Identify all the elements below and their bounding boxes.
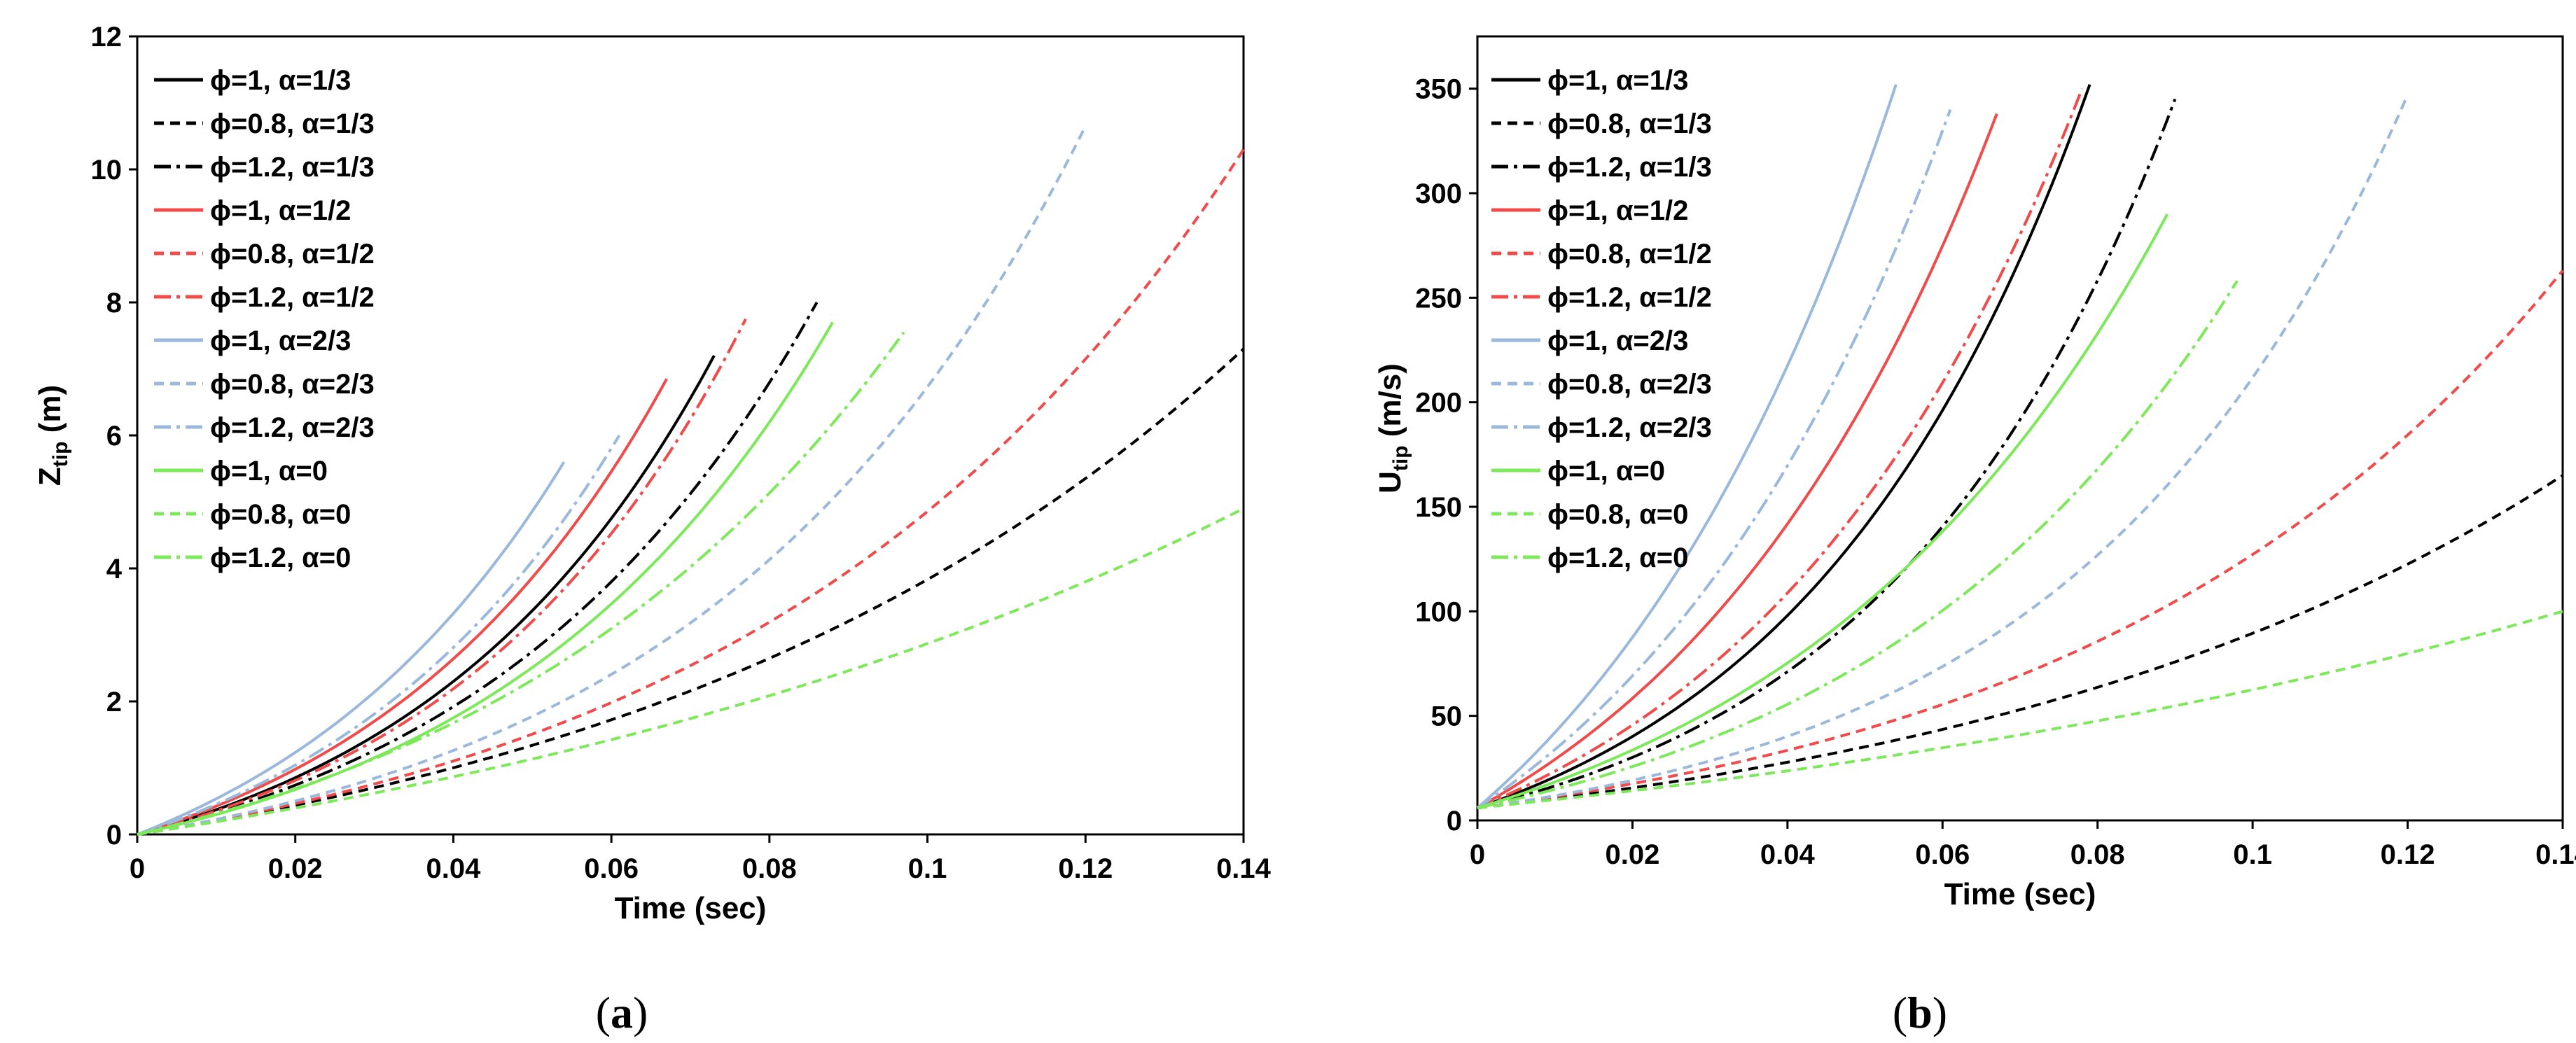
- chart-b: 0 0.02 0.04 0.06 0.08 0.1 0.12 0.14 0 50 100 150 200…: [1373, 35, 2576, 1037]
- x-axis-label: Time (sec): [615, 891, 767, 925]
- legend-label: ϕ=1, α=2/3: [1547, 326, 1688, 356]
- chart-a: 0 0.02 0.04 0.06 0.08 0.1 0.12 0.14 0 2 4 6 8 10 12 Tim…: [33, 22, 1272, 1037]
- x-tick-label: 0.02: [1605, 839, 1659, 870]
- series-line: [1477, 213, 2169, 810]
- legend-label: ϕ=0.8, α=1/2: [1547, 239, 1712, 270]
- legend-label: ϕ=1, α=1/2: [1547, 195, 1688, 226]
- plot-frame: [1476, 35, 2564, 822]
- legend-label: ϕ=1.2, α=0: [210, 542, 351, 573]
- panel-label: (a): [596, 988, 648, 1037]
- y-tick-label: 6: [106, 421, 122, 451]
- y-tick-label: 0: [1447, 806, 1462, 836]
- series-line: [137, 318, 747, 836]
- legend-label: ϕ=0.8, α=1/3: [210, 108, 375, 139]
- legend-label: ϕ=1, α=1/3: [210, 65, 351, 96]
- y-tick-label: 50: [1431, 701, 1463, 732]
- x-tick-label: 0.08: [742, 853, 797, 884]
- y-tick-label: 8: [106, 288, 122, 318]
- y-tick-label: 200: [1415, 388, 1462, 419]
- legend-label: ϕ=0.8, α=1/3: [1547, 108, 1712, 139]
- series-line: [1477, 113, 1998, 809]
- legend-label: ϕ=1, α=2/3: [210, 326, 351, 356]
- legend-label: ϕ=1.2, α=2/3: [1547, 412, 1712, 443]
- legend-label: ϕ=1, α=0: [1547, 456, 1665, 486]
- y-tick-label: 2: [106, 687, 122, 718]
- series-line: [137, 461, 566, 836]
- series-line: [137, 434, 621, 836]
- x-tick-label: 0.08: [2070, 839, 2125, 870]
- x-tick-label: 0.02: [268, 853, 323, 884]
- x-tick-label: 0.12: [1058, 853, 1113, 884]
- x-tick-label: 0.1: [908, 853, 947, 884]
- x-tick-label: 0.14: [2535, 839, 2576, 870]
- x-tick-label: 0.1: [2233, 839, 2272, 870]
- legend-label: ϕ=0.8, α=2/3: [1547, 369, 1712, 400]
- x-tick-label: 0: [130, 853, 145, 884]
- y-tick-label: 12: [91, 22, 123, 52]
- y-tick-label: 100: [1415, 596, 1462, 627]
- x-tick-label: 0.14: [1216, 853, 1272, 884]
- x-tick-label: 0.06: [1915, 839, 1970, 870]
- series-line: [1476, 108, 1952, 809]
- x-tick-label: 0.04: [426, 853, 481, 884]
- series-line: [137, 148, 1245, 836]
- x-tick-label: 0.04: [1760, 839, 1816, 870]
- legend-label: ϕ=0.8, α=2/3: [210, 369, 375, 400]
- x-tick-label: 0.06: [584, 853, 639, 884]
- legend-label: ϕ=1.2, α=1/3: [1547, 152, 1712, 183]
- series-line: [137, 331, 905, 836]
- legend-label: ϕ=1.2, α=2/3: [210, 412, 375, 443]
- legend-label: ϕ=1, α=0: [210, 456, 328, 486]
- series-line: [1477, 610, 2563, 810]
- y-tick-label: 0: [106, 820, 122, 850]
- legend-label: ϕ=0.8, α=0: [1547, 499, 1688, 530]
- legend-label: ϕ=0.8, α=0: [210, 499, 351, 530]
- y-axis-label: Ztip (m): [33, 385, 72, 486]
- series-line: [1477, 84, 2091, 809]
- legend-label: ϕ=0.8, α=1/2: [210, 239, 375, 270]
- series-line: [1477, 280, 2239, 810]
- legend-label: ϕ=1, α=1/3: [1547, 65, 1688, 96]
- y-tick-label: 300: [1415, 178, 1462, 209]
- x-axis-label: Time (sec): [1944, 877, 2096, 911]
- series-line: [1477, 474, 2564, 810]
- y-tick-label: 150: [1415, 492, 1462, 523]
- series-line: [137, 348, 1245, 836]
- series-line: [1476, 84, 1898, 809]
- series-line: [137, 378, 668, 836]
- series-line: [137, 507, 1244, 836]
- series-line: [1477, 270, 2564, 810]
- series-line: [1477, 94, 2409, 810]
- series-line: [1477, 98, 2177, 810]
- x-tick-label: 0.12: [2381, 839, 2435, 870]
- panel-label: (b): [1893, 988, 1947, 1037]
- y-axis-label: Utip (m/s): [1373, 363, 1412, 493]
- x-tick-label: 0: [1470, 839, 1485, 870]
- legend-label: ϕ=1.2, α=0: [1547, 542, 1688, 573]
- legend-label: ϕ=1.2, α=1/2: [1547, 282, 1712, 313]
- series-line: [137, 125, 1087, 836]
- y-tick-label: 250: [1415, 283, 1462, 314]
- series-line: [137, 302, 819, 836]
- y-tick-label: 4: [106, 554, 123, 584]
- legend-label: ϕ=1.2, α=1/2: [210, 282, 375, 313]
- legend-label: ϕ=1, α=1/2: [210, 195, 351, 226]
- legend-label: ϕ=1.2, α=1/3: [210, 152, 375, 183]
- y-tick-label: 10: [91, 155, 123, 186]
- y-tick-label: 350: [1415, 74, 1462, 105]
